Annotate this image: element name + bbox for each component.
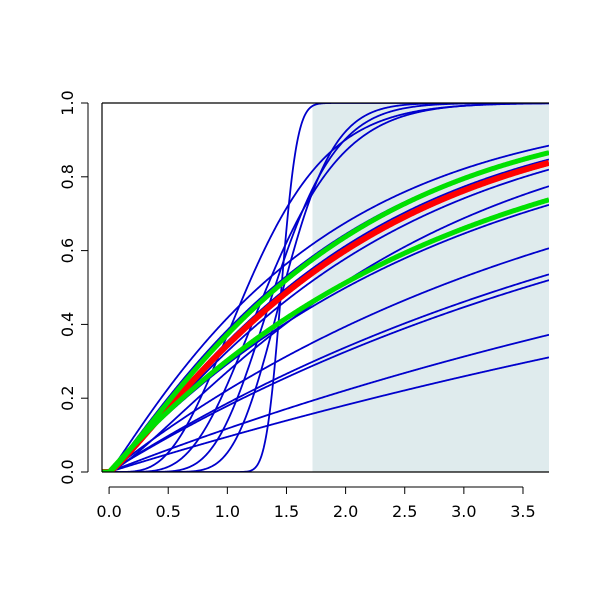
series-line-blue-2 xyxy=(102,279,549,472)
x-tick-label: 3.5 xyxy=(510,502,535,521)
x-tick-label: 2.5 xyxy=(392,502,417,521)
series-line-blue-1 xyxy=(102,273,549,472)
plot-frame xyxy=(101,102,549,473)
y-axis: 0.0 0.2 0.4 0.6 0.8 1.0 xyxy=(58,90,89,485)
x-tick-label: 1.0 xyxy=(215,502,240,521)
x-tick-label: 3.0 xyxy=(451,502,476,521)
shaded-region xyxy=(312,103,549,472)
series-line-red-16 xyxy=(102,159,549,472)
x-axis: 0.0 0.5 1.0 1.5 2.0 2.5 3.0 3.5 xyxy=(96,486,536,521)
x-tick-label: 0.5 xyxy=(155,502,180,521)
y-tick-label: 0.8 xyxy=(58,164,77,189)
series-line-blue-3 xyxy=(102,333,549,472)
series-line-green-17 xyxy=(102,197,549,472)
y-tick-label: 0.0 xyxy=(58,459,77,484)
y-tick-label: 0.4 xyxy=(58,312,77,337)
x-tick-label: 1.5 xyxy=(274,502,299,521)
y-tick-label: 0.6 xyxy=(58,238,77,263)
series-line-blue-12 xyxy=(102,103,549,472)
series-line-green-18 xyxy=(102,150,549,472)
series-line-blue-0 xyxy=(102,247,549,472)
series-line-blue-4 xyxy=(102,356,549,472)
y-tick-label: 1.0 xyxy=(58,90,77,115)
series-line-blue-10 xyxy=(102,144,549,472)
x-tick-label: 0.0 xyxy=(96,502,121,521)
y-tick-label: 0.2 xyxy=(58,385,77,410)
x-tick-label: 2.0 xyxy=(333,502,358,521)
